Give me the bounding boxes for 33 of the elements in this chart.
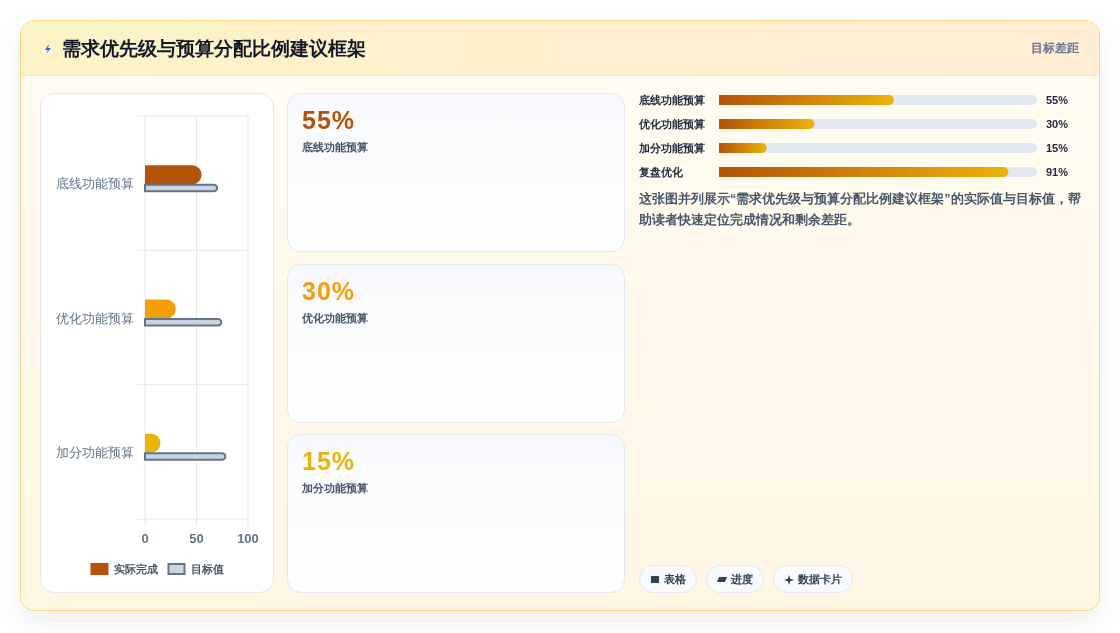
- y-tick-label: 优化功能预算: [638, 118, 705, 130]
- bar: [144, 318, 223, 327]
- category-label: 加分功能预算: [302, 481, 368, 496]
- x-tick-label: 0: [141, 531, 149, 546]
- text: 进度: [731, 571, 753, 587]
- bar: [145, 165, 202, 185]
- bar: [144, 183, 219, 193]
- x-tick-label: 100: [237, 531, 259, 546]
- text: 这张图并列展示“需求优先级与预算分配比例建议框架”的实际值与目标值，帮助读者快速定位完成情况和剩余差距。: [639, 191, 1082, 229]
- category-label: 底线功能预算: [302, 140, 368, 155]
- y-tick-label: 加分功能预算: [56, 444, 134, 460]
- y-tick-label: 复盘优化: [638, 166, 684, 178]
- text: 数据卡片: [798, 571, 842, 587]
- legend-label: 实际完成: [113, 563, 158, 575]
- y-tick-label: 加分功能预算: [638, 142, 705, 154]
- legend-label: 目标值: [190, 563, 224, 575]
- x-tick-label: 50: [189, 531, 204, 546]
- bar: [144, 452, 227, 461]
- y-tick-label: 优化功能预算: [56, 310, 134, 326]
- text: 15%: [302, 447, 356, 475]
- text: 表格: [664, 571, 686, 587]
- data-label: 55%: [1046, 94, 1069, 106]
- data-label: 15%: [1046, 142, 1069, 154]
- data-label: 91%: [1046, 166, 1069, 178]
- data-label: 30%: [1046, 118, 1069, 130]
- text: 目标差距: [1031, 40, 1079, 57]
- chart-title: 需求优先级与预算分配比例建议框架: [62, 37, 366, 61]
- text: 55%: [302, 106, 356, 134]
- y-tick-label: 底线功能预算: [56, 176, 134, 192]
- text: 30%: [302, 276, 356, 305]
- bar: [719, 143, 767, 153]
- y-tick-label: 底线功能预算: [638, 94, 705, 106]
- category-label: 优化功能预算: [302, 310, 368, 326]
